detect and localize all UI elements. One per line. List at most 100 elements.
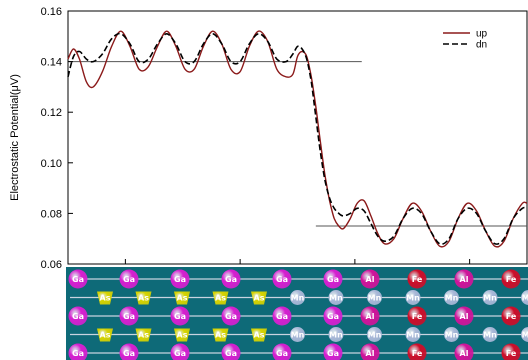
legend-label-dn: dn [476, 40, 487, 51]
atom-label: Ga [276, 275, 288, 284]
y-axis-label: Electrostatic Potential(μV) [9, 74, 21, 201]
atom-label: Ga [327, 275, 339, 284]
atom-fe [501, 269, 521, 289]
atom-fe [407, 343, 427, 360]
plot-frame [67, 10, 528, 265]
atom-label: Fe [506, 349, 517, 358]
atom-label: As [215, 331, 226, 340]
atom-label: As [254, 331, 265, 340]
atom-mn [444, 327, 459, 342]
atom-al [454, 306, 474, 326]
atom-label: Ga [174, 312, 186, 321]
atom-al [454, 269, 474, 289]
atom-label: Mn [329, 331, 343, 340]
atom-label: Ga [327, 349, 339, 358]
atom-label: Al [460, 349, 469, 358]
atom-label: Ga [225, 312, 237, 321]
atom-mn [328, 327, 344, 342]
atom-mn [290, 290, 305, 305]
atom-ga [119, 343, 139, 360]
atom-label: Fe [506, 312, 517, 321]
reference-lines [68, 61, 527, 227]
atom-label: Ga [174, 275, 186, 284]
y-axis-ticks: 0.06 0.08 0.10 0.12 0.14 0.16 [41, 6, 73, 271]
series-line-dn [67, 32, 528, 245]
atom-label: Ga [225, 275, 237, 284]
atom-label: Mn [445, 331, 459, 340]
atom-label: Al [366, 349, 375, 358]
atom-as [135, 291, 152, 305]
y-tick-label: 0.14 [41, 57, 62, 69]
atom-label: As [254, 294, 265, 303]
atom-fe [501, 306, 521, 326]
y-tick-label: 0.10 [41, 158, 62, 170]
atom-as [212, 291, 229, 305]
atom-fe [501, 343, 521, 360]
atom-as [251, 291, 267, 305]
atom-ga [272, 269, 292, 289]
atom-label: Mn [483, 331, 497, 340]
legend-label-up: up [476, 29, 488, 40]
atom-as [97, 291, 113, 305]
atom-as [251, 328, 267, 342]
atom-label: Ga [123, 275, 135, 284]
atom-ga [170, 306, 190, 326]
atom-mn [367, 327, 382, 342]
atom-mn [521, 290, 528, 305]
atom-as [174, 291, 190, 305]
atom-mn [290, 327, 305, 342]
atom-mn [328, 290, 344, 305]
atom-label: Ga [123, 349, 135, 358]
atom-al [454, 343, 474, 360]
atom-label: Al [366, 312, 375, 321]
atom-label: Ga [72, 349, 84, 358]
atom-fe [407, 269, 427, 289]
atom-label: As [177, 294, 188, 303]
atom-label: Fe [412, 349, 423, 358]
atom-as [97, 328, 113, 342]
atom-mn [482, 290, 498, 305]
atom-ga [119, 269, 139, 289]
atom-label: Mn [445, 294, 459, 303]
series-line-up [67, 30, 528, 248]
atom-label: Mn [368, 331, 382, 340]
atom-ga [323, 343, 343, 360]
y-tick-label: 0.08 [41, 208, 62, 220]
atom-label: Fe [412, 312, 423, 321]
atom-mn [444, 290, 459, 305]
atom-label: Mn [368, 294, 382, 303]
atom-ga [68, 343, 88, 360]
atom-ga [68, 306, 88, 326]
atom-ga [323, 306, 343, 326]
atom-label: Ga [276, 312, 288, 321]
atom-label: As [100, 331, 111, 340]
atom-label: Ga [327, 312, 339, 321]
atom-ga [272, 306, 292, 326]
crystal-structure-panel: Ga Ga Ga Ga Ga Ga Al Fe Al Fe As As As As As Mn Mn Mn Mn Mn… [66, 267, 528, 360]
atom-ga [272, 343, 292, 360]
atom-label: Mn [291, 294, 305, 303]
atom-al [360, 306, 380, 326]
atom-label: Ga [72, 275, 84, 284]
atom-label: As [100, 294, 111, 303]
atom-label: Ga [72, 312, 84, 321]
atom-ga [221, 306, 241, 326]
atom-label: As [215, 294, 226, 303]
atom-label: Ga [174, 349, 186, 358]
atom-al [360, 269, 380, 289]
y-tick-label: 0.16 [41, 6, 62, 18]
structure-background [66, 267, 528, 360]
atom-label: Al [460, 275, 469, 284]
y-tick-label: 0.12 [41, 107, 62, 119]
atom-label: Mn [406, 294, 420, 303]
atom-mn [405, 290, 421, 305]
atom-label: Mn [406, 331, 420, 340]
atom-label: Mn [522, 331, 528, 340]
atom-label: Ga [123, 312, 135, 321]
atom-as [174, 328, 190, 342]
atom-ga [119, 306, 139, 326]
atom-label: Mn [329, 294, 343, 303]
atom-al [360, 343, 380, 360]
atom-label: Al [366, 275, 375, 284]
